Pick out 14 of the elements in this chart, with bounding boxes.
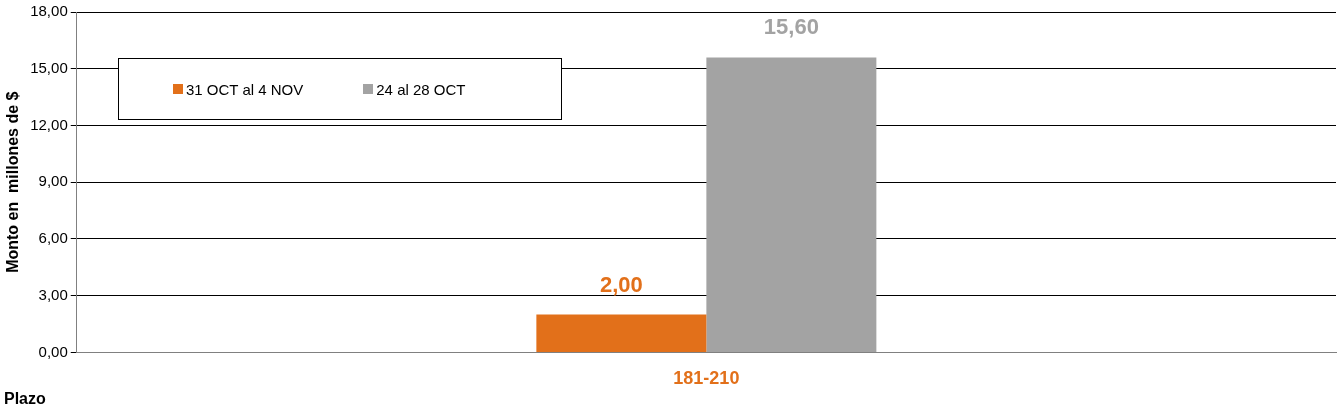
legend-label: 31 OCT al 4 NOV (186, 80, 304, 98)
y-tick-label: 3,00 (38, 285, 68, 303)
y-tick-label: 12,00 (30, 115, 68, 133)
x-axis-title: Plazo (4, 390, 47, 407)
x-tick-label: 181-210 (673, 368, 740, 389)
data-label: 15,60 (763, 14, 819, 40)
y-axis-title: Monto en millones de $ (4, 91, 22, 273)
y-tick-label: 0,00 (38, 342, 68, 360)
y-tick-label: 6,00 (38, 229, 68, 247)
y-tick-label: 9,00 (38, 172, 68, 190)
legend-label: 24 al 28 OCT (376, 80, 466, 98)
y-tick-label: 18,00 (30, 2, 68, 20)
y-tick-label: 15,00 (30, 58, 68, 76)
data-label: 2,00 (599, 271, 643, 297)
